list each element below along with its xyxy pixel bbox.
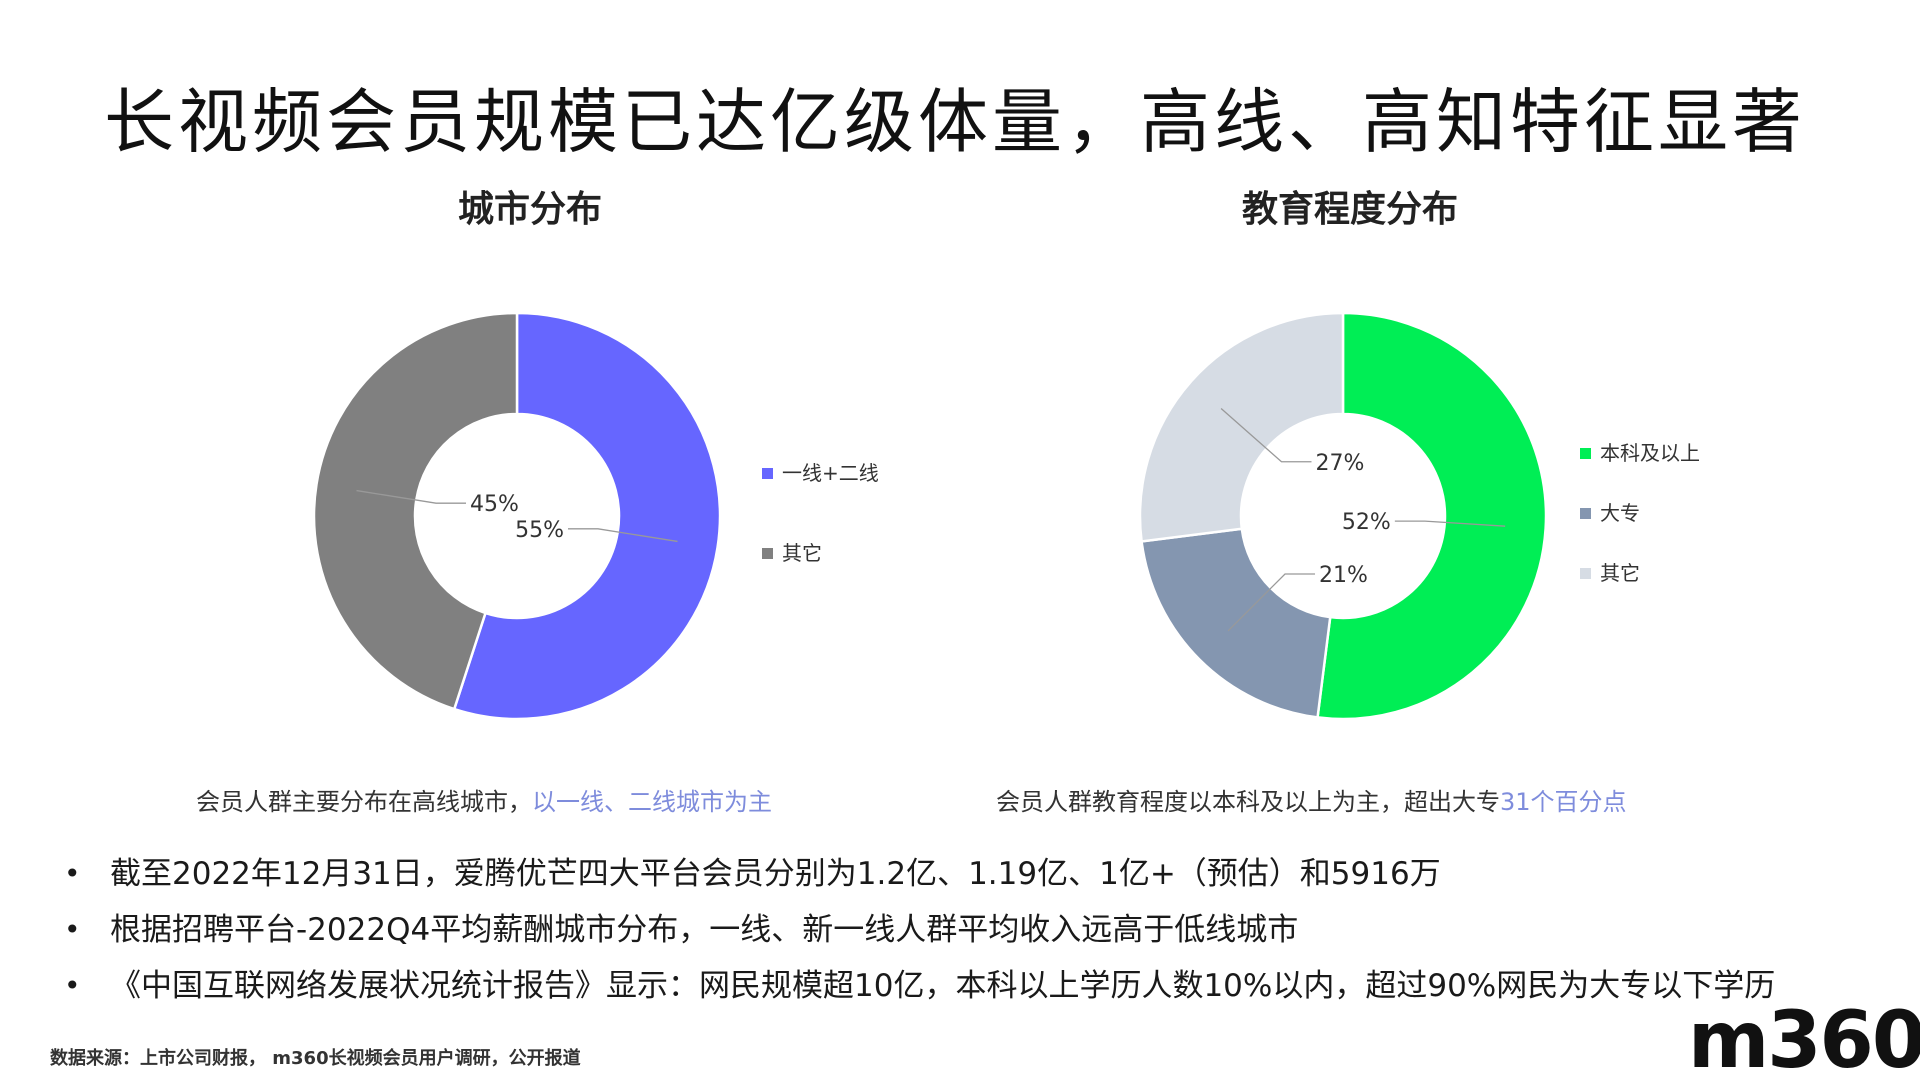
page-title: 长视频会员规模已达亿级体量，高线、高知特征显著 xyxy=(104,81,1806,163)
data-label-education-1: 21% xyxy=(1319,563,1368,588)
chart-title-city: 城市分布 xyxy=(457,189,602,230)
bullet-item: 《中国互联网络发展状况统计报告》显示：网民规模超10亿，本科以上学历人数10%以… xyxy=(60,958,1775,1014)
chart-title-education: 教育程度分布 xyxy=(1241,189,1458,230)
data-label-city-1: 45% xyxy=(470,492,519,517)
caption-education-highlight: 31个百分点 xyxy=(1500,788,1627,816)
caption-city: 会员人群主要分布在高线城市，以一线、二线城市为主 xyxy=(196,782,772,817)
data-label-education-2: 27% xyxy=(1315,451,1364,476)
legend-label-education-2: 其它 xyxy=(1600,561,1640,585)
data-label-city-0: 55% xyxy=(515,518,564,543)
donut-slice-city-0 xyxy=(452,311,722,721)
leader-line-city-0 xyxy=(567,528,678,543)
caption-education: 会员人群教育程度以本科及以上为主，超出大专31个百分点 xyxy=(996,782,1627,817)
legend-label-city-1: 其它 xyxy=(782,541,822,565)
leader-line-education-2 xyxy=(1220,408,1312,463)
leader-line-education-0 xyxy=(1394,520,1506,527)
caption-education-plain: 会员人群教育程度以本科及以上为主，超出大专 xyxy=(996,788,1500,816)
bullet-item: 根据招聘平台-2022Q4平均薪酬城市分布，一线、新一线人群平均收入远高于低线城… xyxy=(60,902,1775,958)
caption-city-highlight: 以一线、二线城市为主 xyxy=(532,788,772,816)
m360-logo: m360 xyxy=(1688,996,1920,1086)
legend-swatch-education-0 xyxy=(1580,448,1591,459)
leader-line-education-1 xyxy=(1227,573,1316,632)
donut-slice-education-0 xyxy=(1316,311,1548,721)
legend-label-education-0: 本科及以上 xyxy=(1600,441,1700,465)
bullet-list: 截至2022年12月31日，爱腾优芒四大平台会员分别为1.2亿、1.19亿、1亿… xyxy=(60,846,1775,1014)
legend-swatch-city-1 xyxy=(762,548,773,559)
legend-label-education-1: 大专 xyxy=(1600,501,1640,525)
legend-swatch-education-2 xyxy=(1580,568,1591,579)
data-label-education-0: 52% xyxy=(1342,510,1391,535)
donut-charts: 55% 一线+二线 45% 其它 52% 本科及以上 21% 大专 27% 其它 xyxy=(312,311,1700,721)
bullet-item: 截至2022年12月31日，爱腾优芒四大平台会员分别为1.2亿、1.19亿、1亿… xyxy=(60,846,1775,902)
legend-swatch-education-1 xyxy=(1580,508,1591,519)
legend-label-city-0: 一线+二线 xyxy=(782,461,879,485)
legend-swatch-city-0 xyxy=(762,468,773,479)
donut-slice-city-1 xyxy=(312,311,519,711)
leader-line-city-1 xyxy=(356,489,467,504)
data-source-note: 数据来源：上市公司财报， m360长视频会员用户调研，公开报道 xyxy=(50,1048,581,1069)
caption-city-plain: 会员人群主要分布在高线城市， xyxy=(196,788,532,816)
